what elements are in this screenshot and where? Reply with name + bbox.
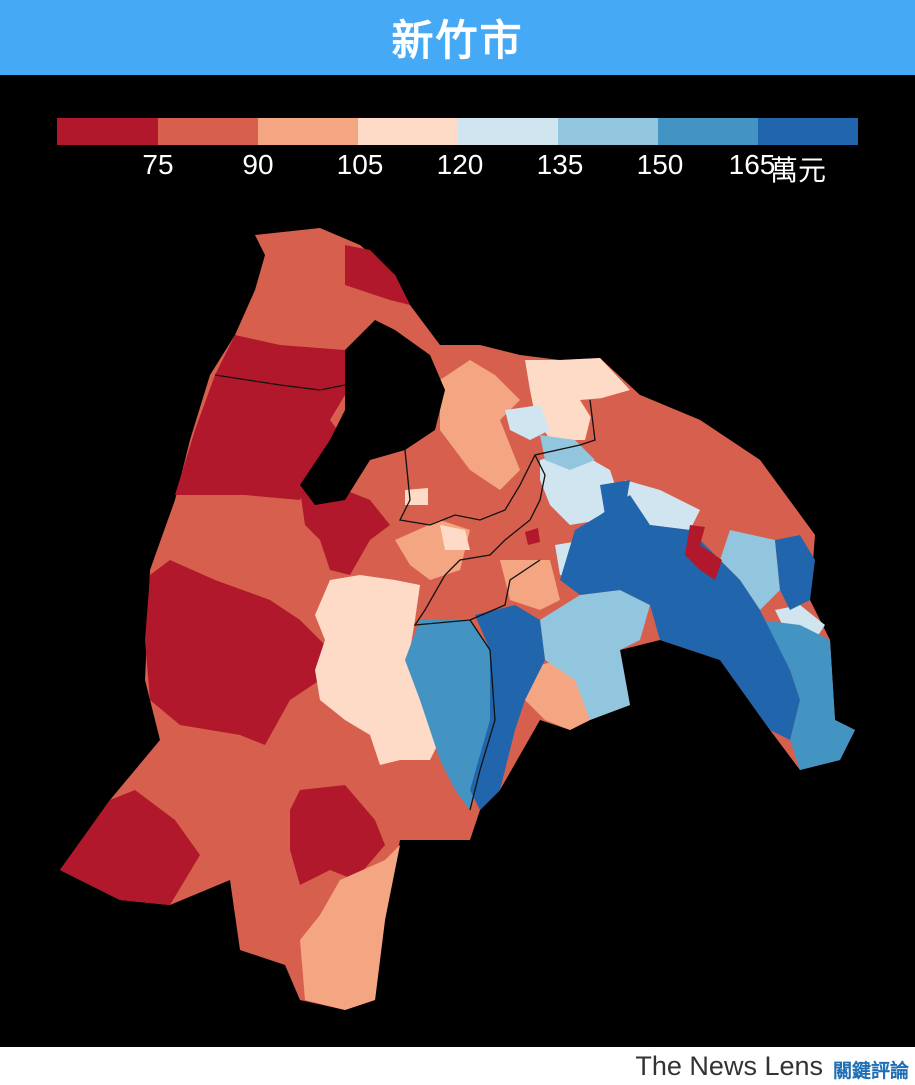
map-region-southwest	[60, 790, 200, 905]
legend-unit: 萬元	[770, 154, 827, 187]
legend-tick: 165	[728, 149, 776, 180]
legend-tick: 150	[636, 149, 684, 180]
district-boundary-north	[214, 374, 596, 526]
map-region-blue-deep-4	[775, 535, 815, 610]
map-region-blue-light-2	[540, 450, 620, 525]
map-region-blue-deep-3	[600, 480, 630, 515]
district-boundary-south	[469, 619, 496, 811]
legend-swatch-1	[57, 118, 158, 145]
legend-tick: 75	[142, 149, 174, 180]
legend-swatch-6	[558, 118, 658, 145]
footer: The News Lens 關鍵評論	[0, 1047, 915, 1085]
map-title: 新竹市	[391, 16, 524, 65]
map-region-central-plain	[315, 575, 440, 765]
district-boundary-east	[413, 454, 546, 626]
legend-tick: 105	[336, 149, 384, 180]
map-region-northeast-light	[525, 358, 630, 440]
map-region-west-coast-2	[145, 560, 330, 745]
map-region-blue-mid-3	[540, 435, 595, 470]
color-legend: 75 90 105 120 135 150 165 萬元	[0, 75, 915, 195]
choropleth-map	[60, 228, 855, 1010]
title-bar: 新竹市	[0, 0, 915, 75]
map-region-west-mid	[300, 490, 390, 575]
map-region-blue-light-1	[505, 405, 550, 440]
map-region-center-east	[500, 560, 560, 610]
legend-tick: 90	[242, 149, 274, 180]
map-cutout	[300, 320, 445, 505]
map-region-blue-mid-2	[720, 530, 780, 610]
map-region-south-center	[290, 785, 385, 885]
legend-swatch-3	[258, 118, 358, 145]
legend-swatch-5	[458, 118, 558, 145]
map-region-small-light-2	[440, 525, 470, 550]
map-region-east-hills	[580, 395, 815, 540]
legend-swatch-7	[658, 118, 758, 145]
map-region-blue-strong-1	[405, 620, 495, 810]
legend-tick: 120	[436, 149, 484, 180]
map-region-center-pocket	[525, 528, 540, 545]
brand-logo-cn: 關鍵評論	[832, 1060, 909, 1082]
map-region-east-pocket	[685, 525, 722, 580]
map-region-small-light-1	[405, 488, 428, 505]
map-region-north-tip	[345, 245, 410, 305]
map-canvas: 75 90 105 120 135 150 165 萬元	[0, 75, 915, 1047]
map-region-south-tail	[300, 845, 400, 1010]
brand-logo-text: The News Lens	[635, 1051, 823, 1081]
map-region-center-north	[440, 360, 520, 490]
map-region-west-coast-1	[175, 335, 345, 500]
legend-swatch-4	[358, 118, 458, 145]
legend-swatch-2	[158, 118, 258, 145]
map-region-blue-deep-2	[560, 495, 800, 740]
map-region-blue-deep-1	[470, 605, 545, 810]
map-region-blue-mid-1	[540, 590, 650, 720]
legend-tick: 135	[536, 149, 584, 180]
legend-swatch-8	[758, 118, 858, 145]
